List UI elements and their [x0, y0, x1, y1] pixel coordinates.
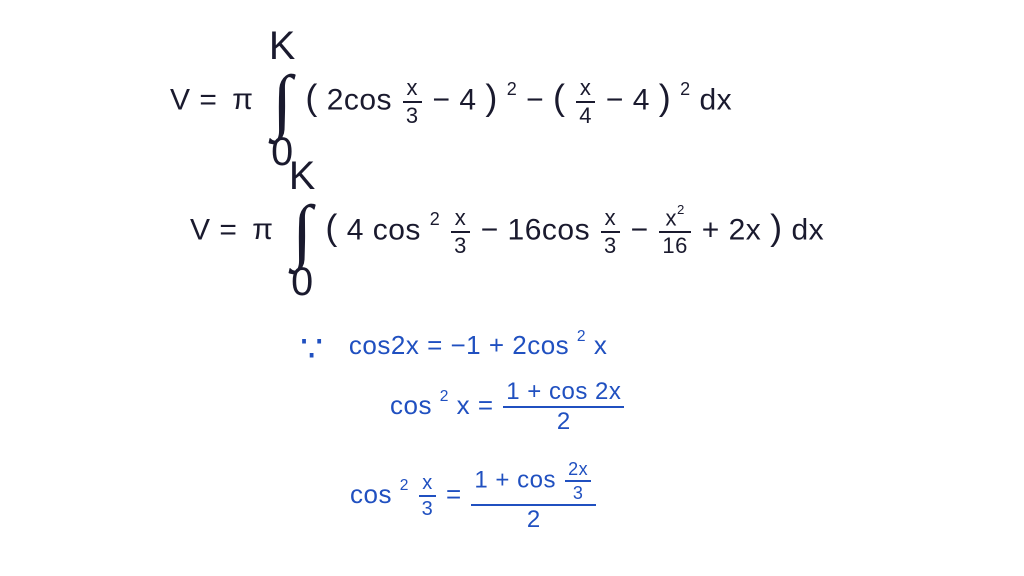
lhs-text: V =	[190, 213, 237, 246]
paren-open: (	[553, 76, 566, 117]
pi-symbol: π	[252, 213, 273, 246]
equals: =	[478, 390, 501, 420]
minus-16cos: − 16cos	[481, 213, 590, 246]
exp-2: 2	[680, 79, 691, 99]
exp-2: 2	[577, 328, 586, 345]
int-upper: K	[289, 154, 316, 199]
term1-a: 2cos	[327, 83, 392, 116]
frac-x-over-3: x 3	[419, 473, 437, 519]
dx: dx	[791, 213, 824, 246]
paren-close: )	[659, 76, 672, 117]
paren-close: )	[770, 206, 783, 247]
pi-symbol: π	[232, 83, 253, 116]
tail-x: x	[594, 330, 608, 360]
frac-x-over-3: x 3	[451, 207, 470, 257]
paren-open: (	[305, 76, 318, 117]
paren-open: (	[325, 206, 338, 247]
identity-line-3: cos 2 x 3 = 1 + cos 2x 3 2	[350, 460, 598, 532]
frac-1pluscos2x-over-2: 1 + cos 2x 2	[503, 380, 624, 434]
exp-2: 2	[440, 388, 449, 405]
identity-line-1: cos2x = −1 + 2cos 2 x	[300, 330, 607, 361]
int-lower: 0	[291, 260, 314, 305]
frac-rhs-over-2: 1 + cos 2x 3 2	[471, 460, 596, 532]
frac-x-over-4: x 4	[576, 77, 595, 127]
frac-x-over-3: x 3	[403, 77, 422, 127]
handwritten-math-page: V = π K ∫ 0 ( 2cos x 3 − 4 ) 2 − ( x 4 −…	[0, 0, 1024, 576]
term2-b: − 4	[606, 83, 650, 116]
equals: =	[446, 479, 469, 509]
paren-close: )	[485, 76, 498, 117]
term1-b: − 4	[433, 83, 477, 116]
therefore-icon	[300, 334, 331, 360]
frac-x2-over-16: x2 16	[659, 206, 690, 257]
lhs-text: V =	[170, 83, 217, 116]
int-upper: K	[269, 24, 296, 69]
integral-symbol: K ∫ 0	[292, 190, 312, 273]
frac-x-over-3: x 3	[601, 207, 620, 257]
lhs-x: x	[457, 390, 471, 420]
exp-2: 2	[430, 209, 441, 229]
lhs-cos: cos	[350, 479, 392, 509]
term-a1: 4 cos	[347, 213, 421, 246]
exp-2: 2	[507, 79, 518, 99]
equation-line-2: V = π K ∫ 0 ( 4 cos 2 x 3 − 16cos x 3 − …	[190, 190, 824, 273]
lhs-cos: cos	[390, 390, 432, 420]
dx: dx	[699, 83, 732, 116]
minus: −	[631, 213, 658, 246]
plus-2x: + 2x	[702, 213, 762, 246]
frac-2x-over-3: 2x 3	[565, 460, 591, 502]
equation-line-1: V = π K ∫ 0 ( 2cos x 3 − 4 ) 2 − ( x 4 −…	[170, 60, 732, 143]
integral-symbol: K ∫ 0	[272, 60, 292, 143]
exp-2: 2	[400, 477, 409, 494]
cos2x-text: cos2x = −1 + 2cos	[349, 330, 569, 360]
minus: −	[526, 83, 553, 116]
identity-line-2: cos 2 x = 1 + cos 2x 2	[390, 380, 626, 434]
